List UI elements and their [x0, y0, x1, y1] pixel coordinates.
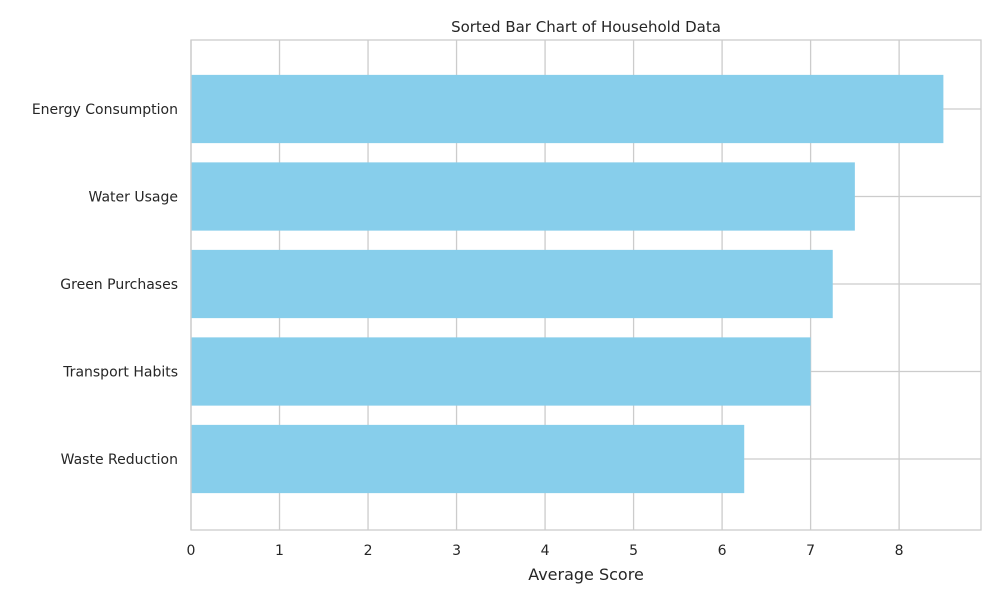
- plot-frame: [190, 39, 982, 531]
- x-tick-label: 4: [541, 543, 550, 559]
- x-tick-label: 7: [806, 543, 815, 559]
- y-tick-label: Water Usage: [89, 190, 178, 206]
- y-tick-label: Green Purchases: [60, 277, 178, 293]
- x-tick-label: 3: [452, 543, 461, 559]
- x-axis-label: Average Score: [528, 565, 644, 584]
- bar: [191, 162, 855, 231]
- bars: [191, 74, 944, 494]
- x-tick-label: 5: [629, 543, 638, 559]
- y-tick-labels: Energy Consumption Water Usage Green Purch…: [32, 102, 178, 468]
- x-tick-label: 1: [275, 543, 284, 559]
- chart-title: Sorted Bar Chart of Household Data: [451, 18, 721, 36]
- x-tick-label: 8: [895, 543, 904, 559]
- y-tick-label: Waste Reduction: [61, 452, 178, 468]
- bar: [191, 74, 944, 144]
- x-tick-label: 6: [718, 543, 727, 559]
- bar: [191, 249, 833, 319]
- axes-spines: [190, 39, 982, 531]
- y-tick-label: Energy Consumption: [32, 102, 178, 118]
- bar: [191, 337, 811, 406]
- x-tick-label: 0: [187, 543, 196, 559]
- y-tick-label: Transport Habits: [62, 365, 178, 381]
- x-tick-label: 2: [364, 543, 373, 559]
- bar: [191, 424, 745, 494]
- x-tick-labels: 0 1 2 3 4 5 6 7 8: [187, 543, 904, 559]
